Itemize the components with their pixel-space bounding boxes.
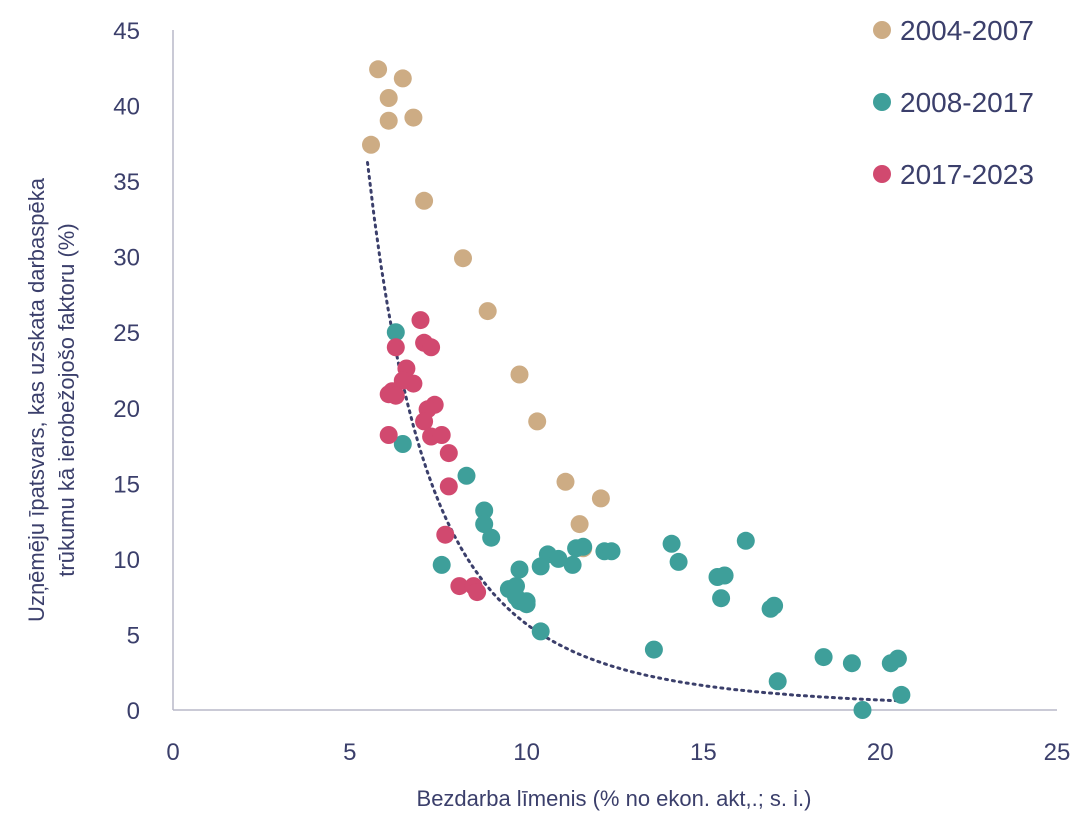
trendline (366, 161, 900, 703)
data-point (379, 111, 398, 130)
data-point (422, 338, 441, 357)
legend-item: 2004-2007 (873, 15, 1034, 46)
data-points (362, 60, 911, 719)
trendline-layer (366, 161, 900, 703)
data-point (531, 622, 550, 641)
data-point (892, 685, 911, 704)
data-point (591, 489, 610, 508)
data-point (853, 701, 872, 719)
x-tick-label: 25 (1044, 739, 1071, 766)
data-point (454, 249, 472, 268)
data-point (379, 426, 398, 444)
y-tick-label: 30 (113, 245, 140, 272)
y-axis-title-line-2: trūkumu kā ierobežojošo faktoru (%) (54, 223, 79, 576)
data-point (669, 552, 688, 571)
legend-label: 2008-2017 (900, 87, 1034, 118)
data-point (379, 89, 398, 107)
data-point (432, 426, 451, 444)
y-tick-label: 10 (113, 547, 140, 574)
data-point (475, 501, 494, 520)
x-tick-label: 20 (867, 739, 894, 766)
data-point (439, 477, 458, 496)
data-point (574, 537, 593, 556)
data-point (457, 466, 476, 485)
data-point (556, 472, 575, 491)
legend: 2004-2007 2008-2017 2017-2023 (873, 15, 1034, 190)
y-tick-label: 20 (113, 396, 140, 423)
data-point (712, 589, 731, 608)
series-1 (362, 60, 610, 558)
data-point (510, 365, 529, 384)
legend-marker (873, 93, 891, 111)
data-point (439, 444, 458, 463)
data-point (450, 577, 469, 596)
x-axis-ticks: 0 5 10 15 20 25 (166, 739, 1070, 766)
x-tick-label: 0 (166, 739, 179, 766)
y-tick-label: 0 (127, 698, 140, 725)
data-point (644, 640, 663, 659)
legend-item: 2008-2017 (873, 87, 1034, 118)
data-point (362, 135, 380, 154)
y-tick-label: 45 (113, 18, 140, 45)
legend-item: 2017-2023 (873, 159, 1034, 190)
y-tick-label: 40 (113, 94, 140, 121)
data-point (411, 311, 430, 330)
data-point (602, 542, 621, 561)
data-point (386, 386, 405, 405)
data-point (814, 648, 833, 667)
data-point (436, 525, 455, 544)
x-tick-label: 5 (343, 739, 356, 766)
data-point (842, 654, 861, 673)
data-point (662, 534, 681, 553)
y-tick-label: 15 (113, 471, 140, 498)
data-point (736, 531, 755, 550)
data-point (468, 583, 487, 602)
y-axis-title: Uzņēmēju īpatsvars, kas uzskata darbaspē… (24, 177, 79, 622)
data-point (478, 302, 497, 321)
data-point (563, 555, 582, 574)
data-point (404, 374, 423, 393)
x-tick-label: 10 (513, 739, 540, 766)
data-point (482, 528, 501, 547)
legend-marker (873, 165, 891, 183)
data-point (528, 412, 547, 431)
legend-label: 2004-2007 (900, 15, 1034, 46)
plot-area (172, 30, 1057, 711)
x-tick-label: 15 (690, 739, 717, 766)
data-point (549, 549, 568, 568)
y-tick-label: 25 (113, 320, 140, 347)
data-point (369, 60, 388, 79)
data-point (432, 555, 451, 574)
y-tick-label: 5 (127, 622, 140, 649)
series-3 (379, 311, 487, 602)
data-point (393, 69, 412, 88)
data-point (386, 338, 405, 357)
y-tick-label: 35 (113, 169, 140, 196)
y-axis-title-line-1: Uzņēmēju īpatsvars, kas uzskata darbaspē… (24, 177, 49, 622)
data-point (404, 108, 423, 127)
legend-label: 2017-2023 (900, 159, 1034, 190)
data-point (415, 191, 434, 210)
data-point (888, 649, 907, 668)
data-point (768, 672, 787, 691)
data-point (386, 323, 405, 342)
data-point (415, 412, 434, 431)
data-point (715, 566, 734, 585)
data-point (517, 595, 536, 614)
y-axis-ticks: 0 5 10 15 20 25 30 35 40 45 (113, 18, 140, 725)
data-point (475, 515, 494, 534)
data-point (570, 515, 589, 534)
x-axis-title: Bezdarba līmenis (% no ekon. akt,.; s. i… (417, 786, 812, 811)
data-point (765, 596, 784, 615)
data-point (393, 435, 412, 453)
series-2 (386, 323, 911, 719)
legend-marker (873, 21, 891, 39)
data-point (510, 560, 529, 579)
